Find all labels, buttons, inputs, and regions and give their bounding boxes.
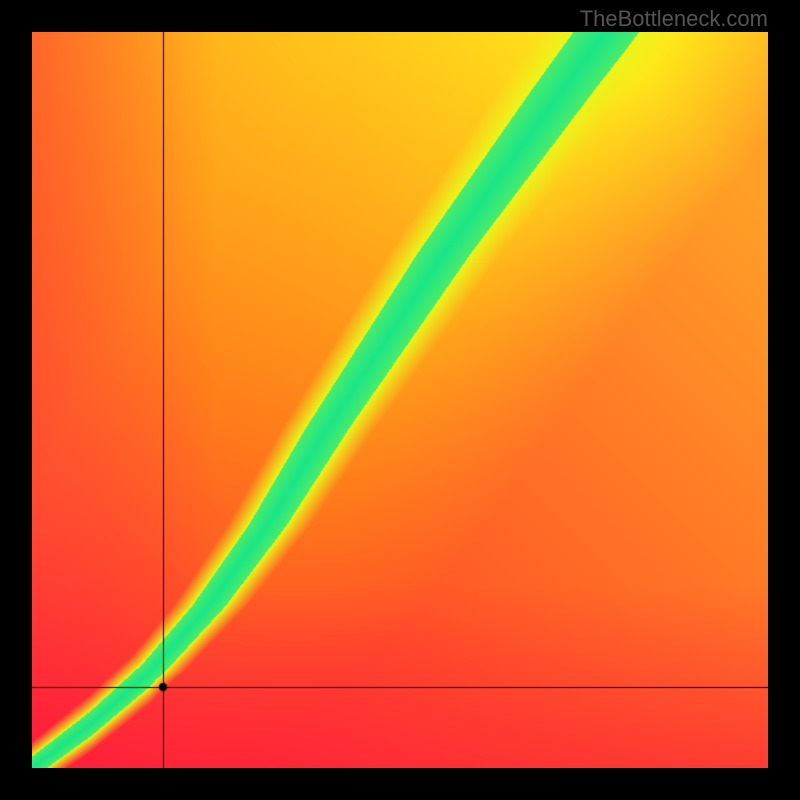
watermark-text: TheBottleneck.com <box>580 6 768 32</box>
chart-container: TheBottleneck.com <box>0 0 800 800</box>
heatmap-canvas <box>32 32 768 768</box>
plot-area <box>32 32 768 768</box>
